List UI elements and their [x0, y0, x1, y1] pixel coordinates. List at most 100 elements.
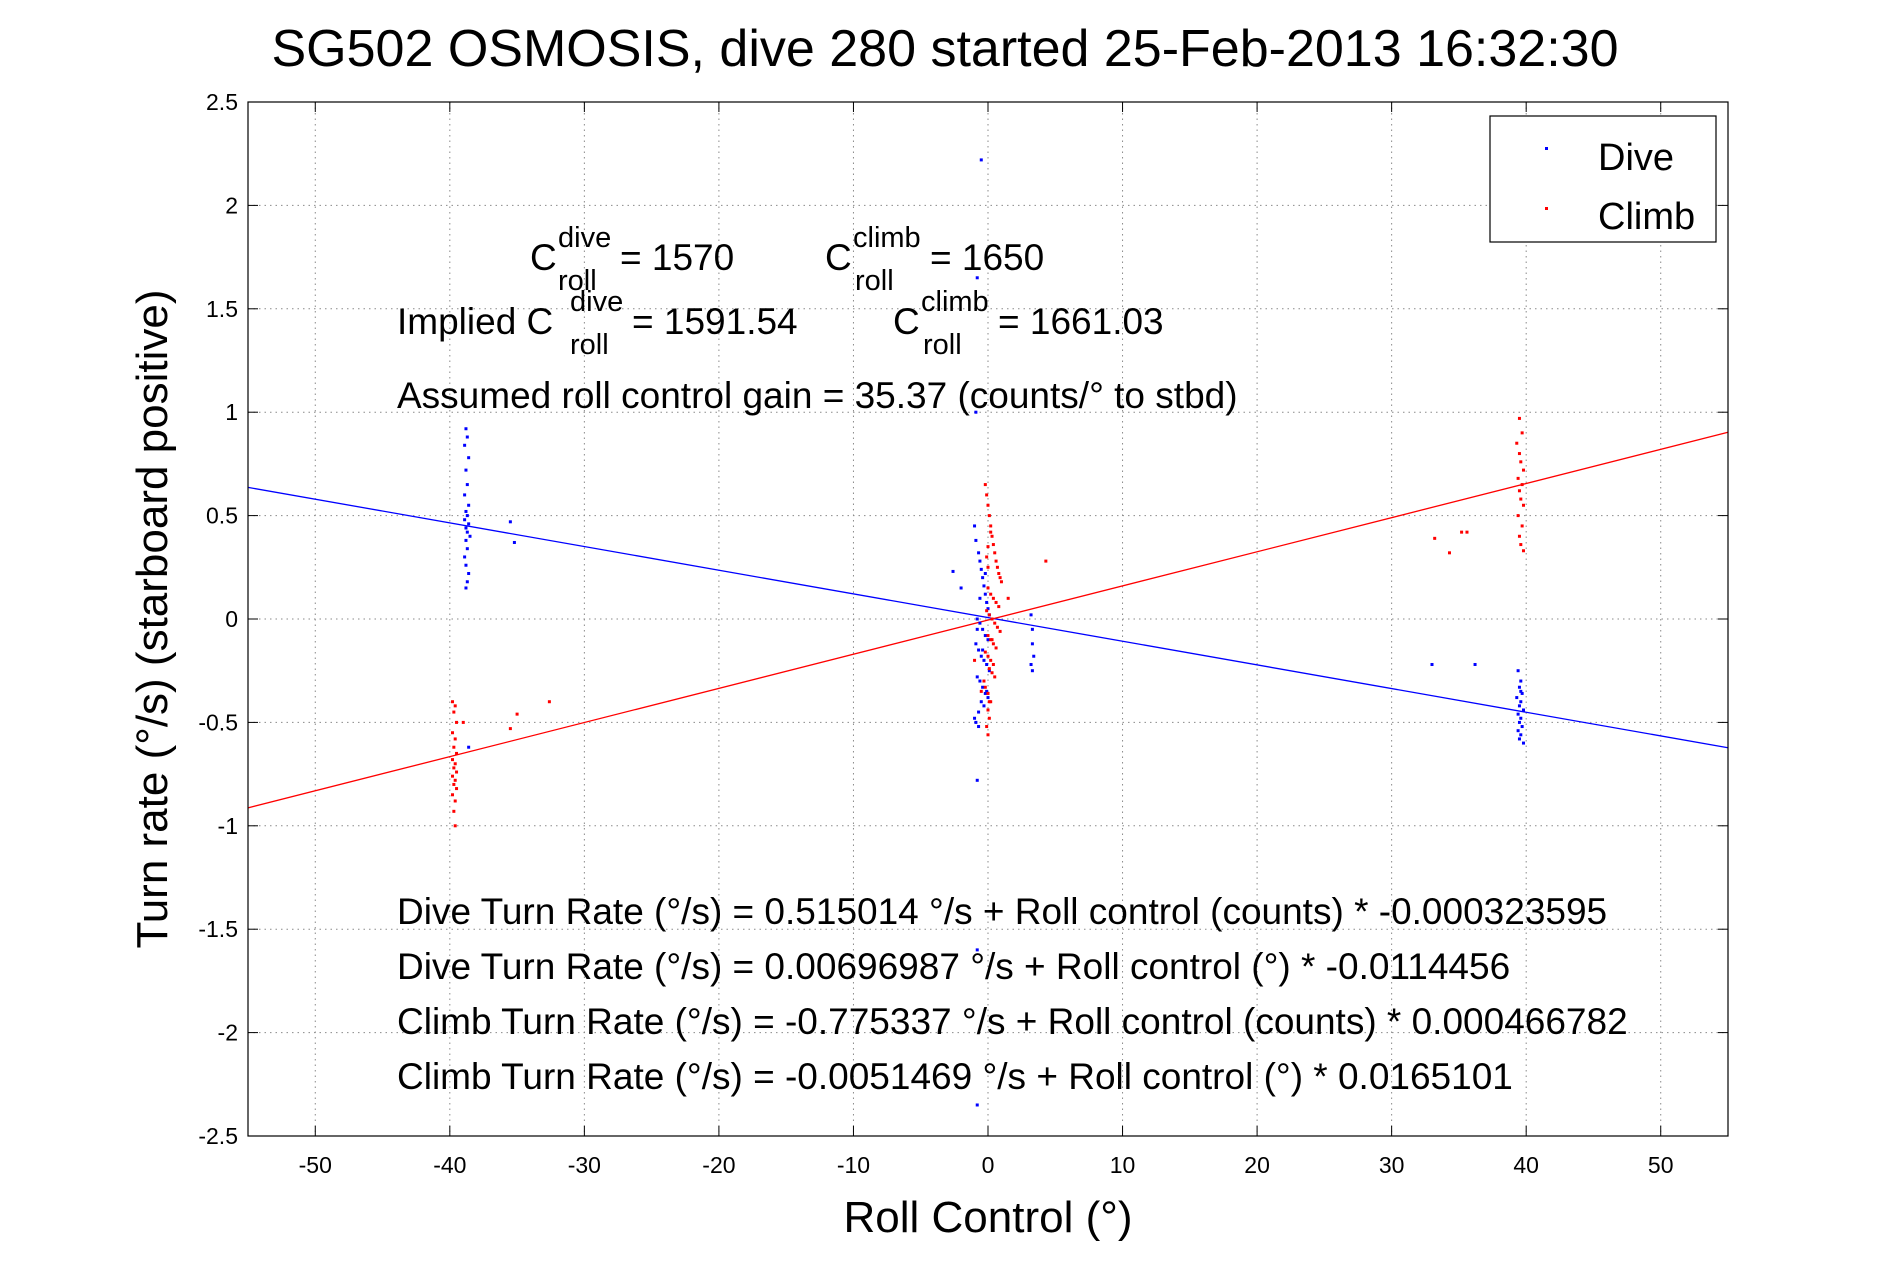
- series-climb: [451, 416, 1525, 828]
- y-tick-label: 0.5: [206, 503, 238, 529]
- point-dive: [465, 435, 469, 439]
- point-climb: [985, 493, 989, 497]
- point-dive: [983, 634, 987, 638]
- point-dive: [463, 518, 467, 522]
- point-dive: [467, 572, 471, 576]
- fit-line-dive: [247, 486, 1729, 749]
- x-tick-label: 30: [1379, 1152, 1405, 1178]
- implied-dive-sup: dive: [570, 286, 623, 318]
- point-climb: [451, 774, 455, 778]
- point-climb: [986, 565, 990, 569]
- point-dive: [981, 627, 985, 631]
- implied-climb-sub: roll: [923, 329, 962, 361]
- point-dive: [975, 778, 979, 782]
- point-climb: [989, 530, 993, 534]
- point-climb: [508, 727, 512, 731]
- point-dive: [467, 522, 471, 526]
- y-tick-label: -0.5: [198, 709, 238, 735]
- point-dive: [1521, 741, 1525, 745]
- point-dive: [982, 658, 986, 662]
- legend-marker-climb: [1545, 207, 1548, 210]
- point-dive: [981, 648, 985, 652]
- point-climb: [1517, 452, 1521, 456]
- point-dive: [467, 456, 471, 460]
- y-tick-label: -2.5: [198, 1123, 238, 1149]
- point-climb: [452, 766, 456, 770]
- point-climb: [1517, 534, 1521, 538]
- point-dive: [985, 600, 989, 604]
- point-dive: [974, 410, 978, 414]
- point-climb: [451, 793, 455, 797]
- implied-c-roll-annotation: Implied C dive roll = 1591.54 C climb ro…: [397, 286, 1164, 361]
- x-tick-label: 20: [1244, 1152, 1270, 1178]
- point-dive: [951, 569, 955, 573]
- c-roll-climb-value: = 1650: [930, 237, 1044, 278]
- point-dive: [977, 648, 981, 652]
- x-tick-label: -20: [702, 1152, 735, 1178]
- point-climb: [452, 782, 456, 786]
- point-climb: [453, 762, 457, 766]
- point-dive: [1029, 662, 1033, 666]
- point-dive: [463, 555, 467, 559]
- y-tick-label: -2: [218, 1020, 238, 1046]
- point-climb: [994, 600, 998, 604]
- point-dive: [987, 669, 991, 673]
- point-climb: [994, 646, 998, 650]
- legend-marker-dive: [1545, 147, 1548, 150]
- point-climb: [991, 642, 995, 646]
- point-dive: [979, 567, 983, 571]
- c-roll-climb-base: C: [825, 237, 852, 278]
- point-dive: [464, 563, 468, 567]
- y-tick-label: 0: [225, 606, 238, 632]
- c-roll-dive-value: = 1570: [620, 237, 734, 278]
- point-climb: [453, 737, 457, 741]
- point-climb: [990, 617, 994, 621]
- point-dive: [975, 276, 979, 280]
- c-roll-climb-annotation: C climb roll = 1650: [825, 222, 1044, 297]
- equation-climb-counts: Climb Turn Rate (°/s) = -0.775337 °/s + …: [397, 1001, 1628, 1042]
- point-climb: [987, 700, 991, 704]
- point-dive: [1519, 716, 1523, 720]
- point-climb: [990, 638, 994, 642]
- implied-climb-sup: climb: [921, 286, 989, 318]
- point-climb: [1460, 530, 1464, 534]
- point-dive: [464, 427, 468, 431]
- point-dive: [464, 509, 468, 513]
- series-dive: [463, 158, 1525, 1107]
- c-roll-climb-sub: roll: [855, 265, 894, 297]
- point-dive: [975, 627, 979, 631]
- grid: [248, 102, 1728, 1136]
- point-climb: [998, 576, 1002, 580]
- point-climb: [451, 758, 455, 762]
- point-dive: [464, 526, 468, 530]
- point-dive: [464, 468, 468, 472]
- point-dive: [979, 654, 983, 658]
- point-climb: [987, 667, 991, 671]
- point-climb: [1517, 416, 1521, 420]
- point-climb: [453, 799, 457, 803]
- point-climb: [990, 534, 994, 538]
- point-dive: [1521, 708, 1525, 712]
- point-dive: [1516, 712, 1520, 716]
- point-climb: [999, 580, 1003, 584]
- point-dive: [983, 691, 987, 695]
- implied-climb-base: C: [893, 301, 920, 342]
- point-climb: [990, 671, 994, 675]
- point-climb: [451, 700, 455, 704]
- point-climb: [1447, 551, 1451, 555]
- point-dive: [1519, 679, 1523, 683]
- point-climb: [991, 596, 995, 600]
- point-climb: [1521, 549, 1525, 553]
- point-dive: [1473, 662, 1477, 666]
- point-climb: [994, 559, 998, 563]
- point-dive: [465, 530, 469, 534]
- point-climb: [1519, 497, 1523, 501]
- y-tick-label: -1: [218, 813, 238, 839]
- point-climb: [983, 650, 987, 654]
- implied-dive-value: = 1591.54: [632, 301, 798, 342]
- point-climb: [1006, 596, 1010, 600]
- fit-lines: [247, 431, 1729, 809]
- point-climb: [547, 700, 551, 704]
- point-climb: [455, 751, 459, 755]
